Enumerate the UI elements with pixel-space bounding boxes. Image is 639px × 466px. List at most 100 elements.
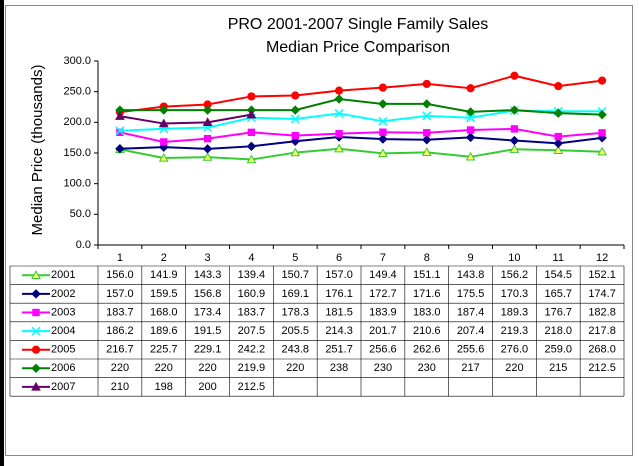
table-value: 242.2	[238, 344, 266, 356]
marker	[378, 116, 388, 126]
table-value: 183.9	[369, 306, 397, 318]
marker	[31, 326, 41, 336]
marker	[158, 152, 169, 162]
table-value: 229.1	[194, 344, 222, 356]
table-value: 141.9	[150, 269, 178, 281]
table-value: 160.9	[238, 288, 266, 300]
legend-label: 2007	[51, 381, 75, 393]
table-value: 276.0	[501, 344, 529, 356]
table-value: 143.3	[194, 269, 222, 281]
x-tick-label: 12	[596, 252, 608, 264]
table-value: 218.0	[544, 325, 572, 337]
marker	[31, 381, 41, 391]
table-value: 220	[505, 362, 523, 374]
table-value: 220	[286, 362, 304, 374]
marker	[554, 82, 563, 91]
y-tick-label: 200.0	[63, 116, 91, 128]
marker	[378, 83, 388, 92]
table-value: 268.0	[588, 344, 616, 356]
marker	[597, 146, 607, 156]
table-value: 170.3	[501, 288, 529, 300]
marker	[31, 363, 41, 374]
marker	[202, 152, 213, 161]
marker	[334, 94, 344, 104]
marker	[509, 144, 520, 153]
table-value: 220	[111, 362, 129, 374]
table-value: 168.0	[150, 306, 178, 318]
table-value: 259.0	[544, 344, 572, 356]
table-value: 215	[549, 362, 567, 374]
table-value: 219.3	[501, 325, 529, 337]
table-value: 183.7	[238, 306, 266, 318]
y-axis-title: Median Price (thousands)	[29, 65, 46, 236]
series-line	[119, 113, 252, 125]
table-value: 176.1	[325, 288, 353, 300]
table-value: 207.5	[238, 325, 266, 337]
x-tick-label: 10	[508, 252, 520, 264]
table-value: 212.5	[588, 362, 616, 374]
table-value: 169.1	[281, 288, 309, 300]
table-value: 150.7	[281, 269, 309, 281]
table-value: 157.0	[325, 269, 353, 281]
table-value: 178.3	[281, 306, 309, 318]
chart-title: Median Price Comparison	[266, 39, 450, 56]
table-value: 210	[111, 381, 129, 393]
table-value: 251.7	[325, 344, 353, 356]
table-value: 189.6	[150, 325, 178, 337]
table-value: 207.4	[457, 325, 485, 337]
table-value: 154.5	[544, 269, 572, 281]
marker	[466, 113, 476, 123]
series-line	[119, 74, 603, 114]
table-value: 149.4	[369, 269, 397, 281]
marker	[423, 129, 431, 137]
marker	[290, 105, 300, 115]
table-value: 181.5	[325, 306, 353, 318]
table-value: 217	[461, 362, 479, 374]
table-value: 243.8	[281, 344, 309, 356]
table-value: 212.5	[238, 381, 266, 393]
marker	[202, 117, 213, 127]
marker	[290, 114, 300, 124]
table-value: 157.0	[106, 288, 134, 300]
marker	[31, 270, 41, 279]
table-value: 176.7	[544, 306, 572, 318]
x-tick-label: 11	[553, 252, 564, 264]
table-value: 182.8	[588, 306, 616, 318]
y-tick-label: 100.0	[63, 178, 91, 190]
x-tick-label: 4	[248, 252, 254, 264]
legend-label: 2005	[51, 344, 75, 356]
table-value: 143.8	[457, 269, 485, 281]
table-value: 189.3	[501, 306, 529, 318]
marker	[510, 125, 519, 133]
marker	[246, 141, 257, 152]
table-value: 156.2	[501, 269, 529, 281]
marker	[422, 111, 432, 121]
table-value: 225.7	[150, 344, 178, 356]
table-value: 156.0	[106, 269, 134, 281]
table-value: 172.7	[369, 288, 397, 300]
marker	[31, 289, 41, 299]
table-value: 165.7	[544, 288, 572, 300]
marker	[202, 105, 213, 115]
table-value: 220	[155, 362, 173, 374]
series-line	[119, 98, 603, 116]
table-value: 139.4	[238, 269, 266, 281]
x-tick-label: 7	[380, 252, 386, 264]
table-value: 175.5	[457, 288, 485, 300]
table-value: 205.5	[281, 325, 309, 337]
marker	[465, 107, 476, 117]
marker	[378, 99, 388, 109]
table-value: 219.9	[238, 362, 266, 374]
marker	[334, 109, 344, 119]
marker	[160, 138, 168, 146]
marker	[597, 109, 607, 120]
table-value: 151.1	[413, 269, 441, 281]
marker	[334, 86, 344, 95]
table-value: 255.6	[457, 344, 485, 356]
marker	[422, 135, 432, 145]
marker	[158, 118, 169, 128]
y-tick-label: 250.0	[63, 86, 91, 98]
table-value: 186.2	[106, 325, 134, 337]
marker	[598, 129, 606, 137]
